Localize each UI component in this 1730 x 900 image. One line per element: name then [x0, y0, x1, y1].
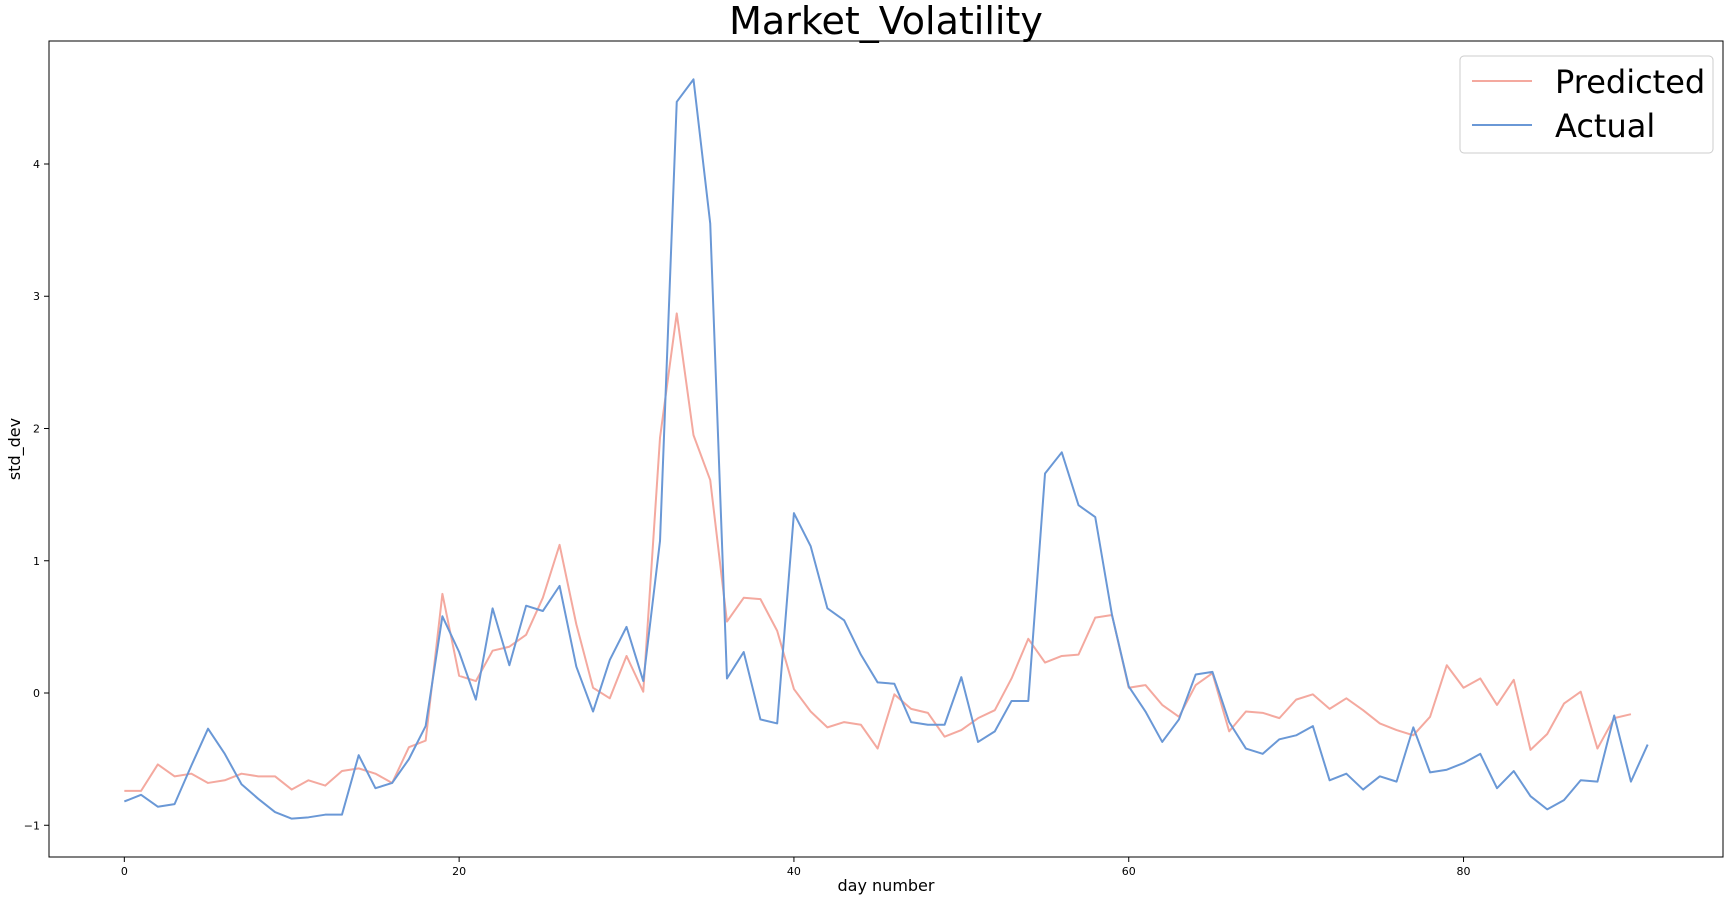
legend-label-predicted: Predicted	[1555, 63, 1705, 101]
x-tick-label: 20	[452, 865, 466, 878]
series-line-actual	[123, 78, 1649, 820]
y-tick-label: 4	[33, 158, 40, 171]
x-axis-ticks: 0 20 40 60 80	[121, 857, 1471, 878]
y-tick-label: 0	[33, 687, 40, 700]
x-axis-label: day number	[838, 876, 935, 895]
x-tick-label: 80	[1457, 865, 1471, 878]
y-axis-ticks: −1 0 1 2 3 4	[24, 158, 49, 832]
y-tick-label: 1	[33, 555, 40, 568]
y-axis-label: std_dev	[5, 418, 25, 480]
y-tick-label: −1	[24, 819, 40, 832]
y-tick-label: 2	[33, 423, 40, 436]
series-line-predicted	[124, 312, 1632, 792]
legend-label-actual: Actual	[1555, 107, 1655, 145]
plot-area	[48, 40, 1724, 858]
x-tick-label: 60	[1122, 865, 1136, 878]
y-tick-label: 3	[33, 290, 40, 303]
series-layer	[123, 78, 1649, 820]
x-tick-label: 0	[121, 865, 128, 878]
legend: Predicted Actual	[1459, 55, 1714, 154]
chart-title: Market_Volatility	[729, 0, 1043, 43]
x-tick-label: 40	[787, 865, 801, 878]
